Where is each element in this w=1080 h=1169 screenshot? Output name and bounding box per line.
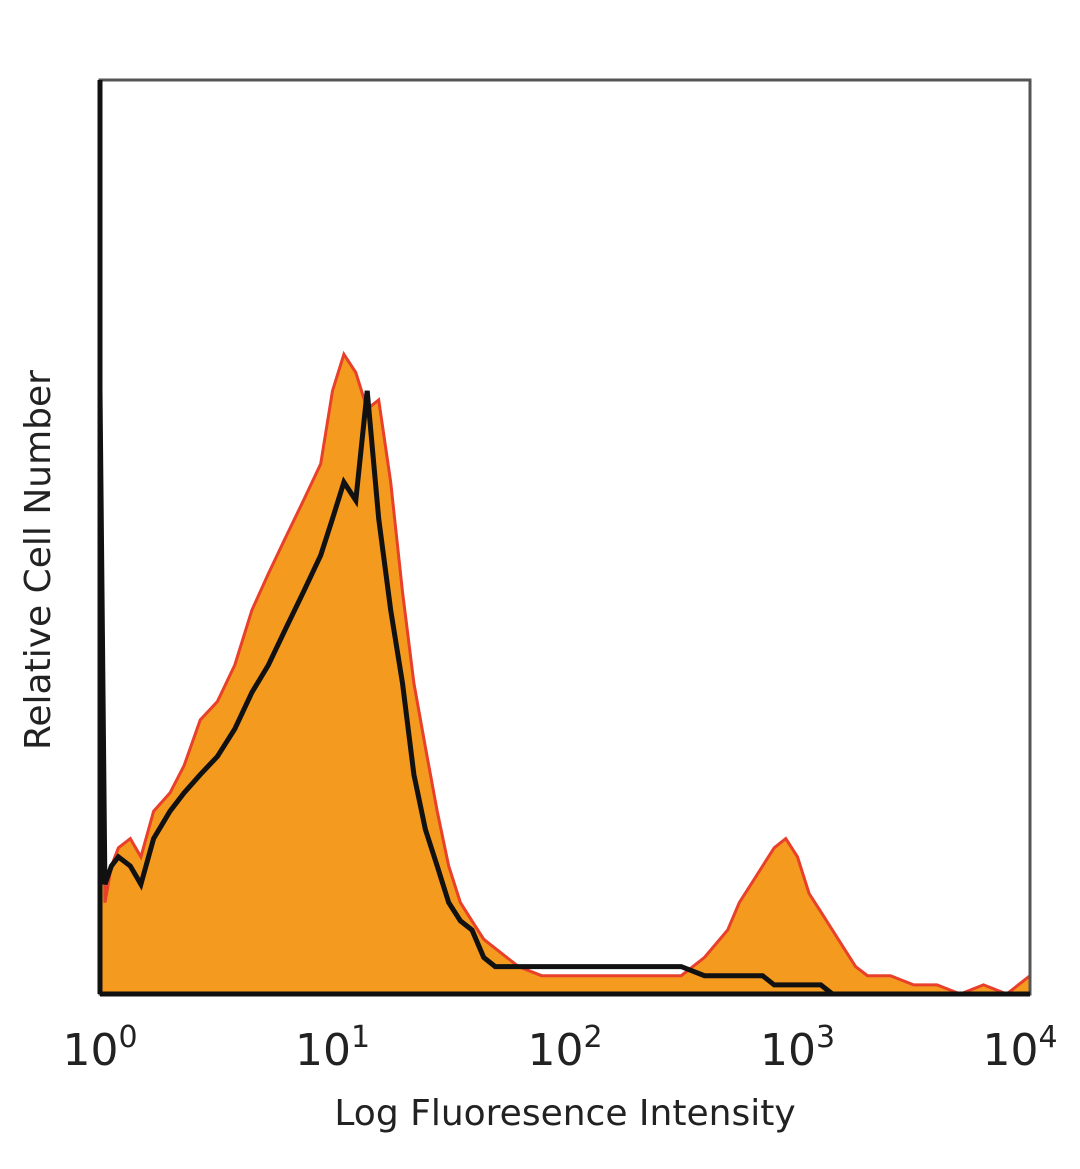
x-tick-base: 10 — [527, 1025, 583, 1076]
series-stained-edge — [98, 350, 1031, 996]
x-tick-base: 10 — [62, 1025, 118, 1076]
x-tick-base: 10 — [982, 1025, 1038, 1076]
x-tick-exponent: 1 — [351, 1020, 370, 1055]
x-tick-label: 104 — [982, 1020, 1057, 1076]
x-tick-label: 103 — [760, 1020, 835, 1076]
x-axis-title: Log Fluoresence Intensity — [334, 1093, 795, 1134]
series-layer — [97, 350, 1031, 997]
x-tick-label: 102 — [527, 1020, 602, 1076]
series-stained-area — [100, 354, 1030, 994]
x-tick-exponent: 2 — [583, 1020, 602, 1055]
x-tick-labels: 100 101 102 103 104 — [62, 1020, 1057, 1076]
x-tick-label: 100 — [62, 1020, 137, 1076]
x-tick-exponent: 4 — [1038, 1020, 1057, 1055]
x-tick-label: 101 — [295, 1020, 370, 1076]
x-tick-base: 10 — [760, 1025, 816, 1076]
y-axis-title: Relative Cell Number — [18, 370, 59, 750]
x-tick-exponent: 3 — [816, 1020, 835, 1055]
x-tick-exponent: 0 — [118, 1020, 137, 1055]
x-tick-base: 10 — [295, 1025, 351, 1076]
